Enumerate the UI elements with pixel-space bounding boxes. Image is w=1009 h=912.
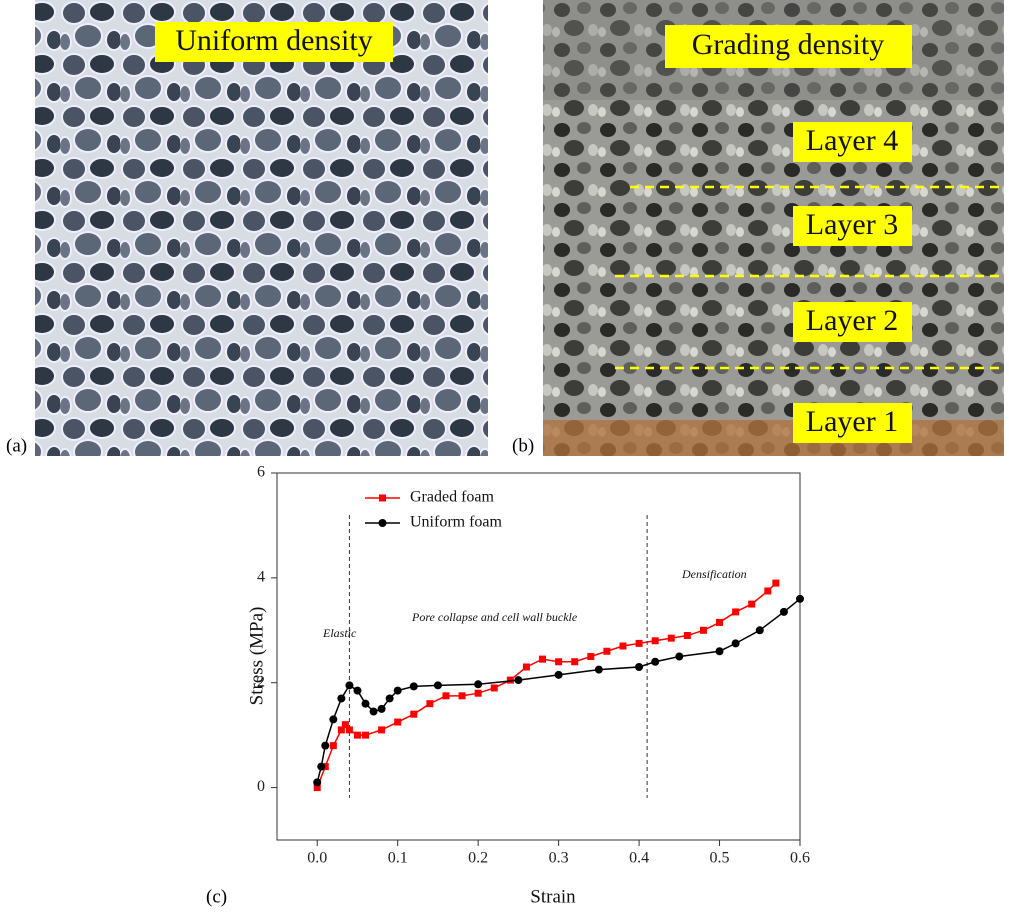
layer-label: Layer 4 — [806, 124, 898, 157]
data-point — [732, 639, 740, 647]
data-point — [675, 653, 683, 661]
data-point — [394, 687, 402, 695]
data-point — [651, 658, 659, 666]
data-point — [636, 640, 643, 647]
data-point — [475, 690, 482, 697]
data-point — [354, 732, 361, 739]
panel-label: (b) — [512, 435, 534, 456]
data-point — [523, 663, 530, 670]
x-axis-title: Strain — [530, 886, 576, 907]
data-point — [434, 681, 442, 689]
photo-graded: Grading density Layer 4 Layer 3 Layer 2 … — [512, 0, 1004, 456]
y-tick-label: 6 — [257, 464, 265, 481]
data-point — [362, 700, 370, 708]
data-point — [330, 742, 337, 749]
figure: Uniform density (a) Grading density Laye… — [0, 0, 1009, 912]
legend-label: Uniform foam — [410, 514, 503, 531]
data-point — [317, 763, 325, 771]
legend-marker — [379, 495, 386, 502]
x-tick-label: 0.2 — [468, 850, 488, 867]
data-point — [394, 719, 401, 726]
data-point — [756, 626, 764, 634]
y-axis-title: Stress (MPa) — [246, 607, 267, 706]
x-tick-label: 0.3 — [549, 850, 569, 867]
layer-label: Layer 2 — [806, 304, 898, 337]
y-tick-label: 0 — [257, 778, 265, 795]
data-point — [386, 694, 394, 702]
data-point — [410, 711, 417, 718]
data-point — [426, 700, 433, 707]
photo-title: Grading density — [692, 28, 884, 61]
data-point — [313, 778, 321, 786]
legend-label: Graded foam — [410, 489, 495, 506]
data-point — [700, 627, 707, 634]
annotation: Pore collapse and cell wall buckle — [411, 610, 578, 624]
data-point — [571, 658, 578, 665]
data-point — [370, 708, 378, 716]
photo-title: Uniform density — [175, 24, 372, 57]
data-point — [378, 726, 385, 733]
data-point — [780, 608, 788, 616]
chart: (c) Strain Stress (MPa) 0.0 0.1 0.2 0.3 0.4 0… — [206, 464, 810, 908]
x-tick-label: 0.4 — [629, 850, 649, 867]
data-point — [345, 681, 353, 689]
data-point — [684, 632, 691, 639]
data-point — [587, 653, 594, 660]
data-point — [595, 666, 603, 674]
data-point — [353, 687, 361, 695]
data-point — [378, 705, 386, 713]
data-point — [410, 682, 418, 690]
data-point — [555, 658, 562, 665]
panel-label: (c) — [206, 886, 227, 907]
data-point — [652, 637, 659, 644]
layer-label: Layer 3 — [806, 208, 898, 241]
legend-marker — [379, 519, 387, 527]
layer-label: Layer 1 — [806, 405, 898, 438]
data-point — [748, 601, 755, 608]
data-point — [732, 608, 739, 615]
x-tick-label: 0.1 — [388, 850, 408, 867]
data-point — [796, 595, 804, 603]
data-point — [362, 732, 369, 739]
data-point — [442, 692, 449, 699]
data-point — [764, 587, 771, 594]
series-line — [317, 599, 800, 783]
data-point — [346, 726, 353, 733]
data-point — [337, 694, 345, 702]
data-point — [474, 680, 482, 688]
data-point — [619, 643, 626, 650]
data-point — [514, 676, 522, 684]
photo-uniform: Uniform density (a) — [6, 0, 488, 456]
annotation: Elastic — [322, 626, 357, 640]
y-tick-label: 2 — [257, 673, 265, 690]
data-point — [321, 742, 329, 750]
plot-frame — [277, 473, 800, 840]
data-point — [716, 619, 723, 626]
data-point — [716, 647, 724, 655]
data-point — [603, 648, 610, 655]
data-point — [555, 671, 563, 679]
data-point — [459, 692, 466, 699]
data-point — [772, 580, 779, 587]
data-point — [491, 684, 498, 691]
data-point — [635, 663, 643, 671]
data-point — [539, 656, 546, 663]
x-tick-label: 0.5 — [710, 850, 730, 867]
annotation: Densification — [681, 567, 747, 581]
data-point — [668, 635, 675, 642]
data-point — [329, 715, 337, 723]
y-tick-label: 4 — [257, 569, 265, 586]
x-tick-label: 0.6 — [790, 850, 810, 867]
panel-label: (a) — [6, 435, 27, 456]
x-tick-label: 0.0 — [307, 850, 327, 867]
